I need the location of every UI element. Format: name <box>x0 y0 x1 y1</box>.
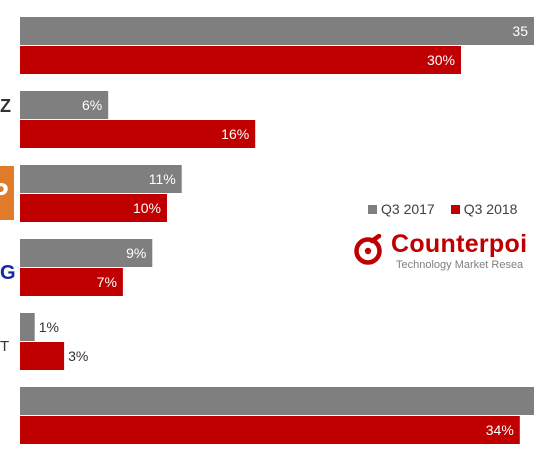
data-label-q3-2017-0: 35 <box>512 23 528 39</box>
bar-q3-2017-4 <box>20 313 35 341</box>
logo-wordmark: Counterpoi <box>391 230 528 258</box>
data-label-q3-2018-5: 34% <box>486 422 514 438</box>
legend-swatch-q3-2017 <box>368 204 377 214</box>
bar-q3-2018-5 <box>20 416 520 444</box>
bar-q3-2017-5 <box>20 387 534 415</box>
chart-legend: Q3 2017 Q3 2018 <box>368 201 533 217</box>
legend-label-q3-2017: Q3 2017 <box>381 201 435 217</box>
bar-q3-2017-0 <box>20 17 534 45</box>
legend-item-q3-2018: Q3 2018 <box>450 201 518 217</box>
legend-label-q3-2018: Q3 2018 <box>463 201 518 217</box>
bar-q3-2018-3 <box>20 268 123 296</box>
legend-swatch-q3-2018 <box>450 204 460 214</box>
bar-q3-2017-3 <box>20 239 153 267</box>
data-label-q3-2018-2: 10% <box>133 200 161 216</box>
data-label-q3-2018-1: 16% <box>221 126 249 142</box>
data-label-q3-2018-0: 30% <box>427 52 455 68</box>
data-label-q3-2017-2: 11% <box>149 171 176 187</box>
data-label-q3-2017-3: 9% <box>126 245 146 261</box>
data-label-q3-2018-3: 7% <box>97 274 117 290</box>
counterpoint-logo-icon <box>354 234 382 265</box>
bar-q3-2018-1 <box>20 120 256 148</box>
bar-q3-2017-2 <box>20 165 182 193</box>
data-label-q3-2017-1: 6% <box>82 97 102 113</box>
brand-logo-oppo: P <box>0 166 14 220</box>
brand-logo-samsung: G <box>0 262 16 284</box>
bar-q3-2018-2 <box>20 194 167 222</box>
data-label-q3-2017-4: 1% <box>39 319 59 335</box>
bar-q3-2018-0 <box>20 46 461 74</box>
data-label-q3-2018-4: 3% <box>68 348 88 364</box>
bar-q3-2018-4 <box>20 342 65 370</box>
bar-q3-2017-1 <box>20 91 109 119</box>
legend-item-q3-2017: Q3 2017 <box>368 201 435 217</box>
brand-logo-vivo: Z <box>0 96 11 116</box>
logo-tagline: Technology Market Resea <box>396 259 524 271</box>
brand-logo-lenovo: T <box>0 338 10 355</box>
